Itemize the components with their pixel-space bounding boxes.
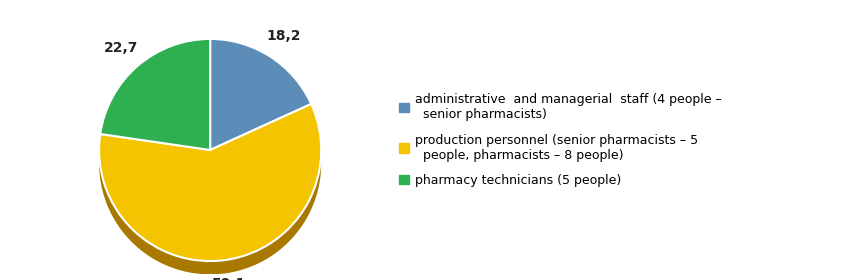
Polygon shape <box>99 146 321 274</box>
Wedge shape <box>99 104 321 261</box>
Legend: administrative  and managerial  staff (4 people –
  senior pharmacists), product: administrative and managerial staff (4 p… <box>395 89 726 191</box>
Text: 59,1: 59,1 <box>212 277 247 280</box>
Wedge shape <box>210 39 311 150</box>
Wedge shape <box>100 39 210 150</box>
Text: 18,2: 18,2 <box>266 29 300 43</box>
Text: 22,7: 22,7 <box>105 41 139 55</box>
